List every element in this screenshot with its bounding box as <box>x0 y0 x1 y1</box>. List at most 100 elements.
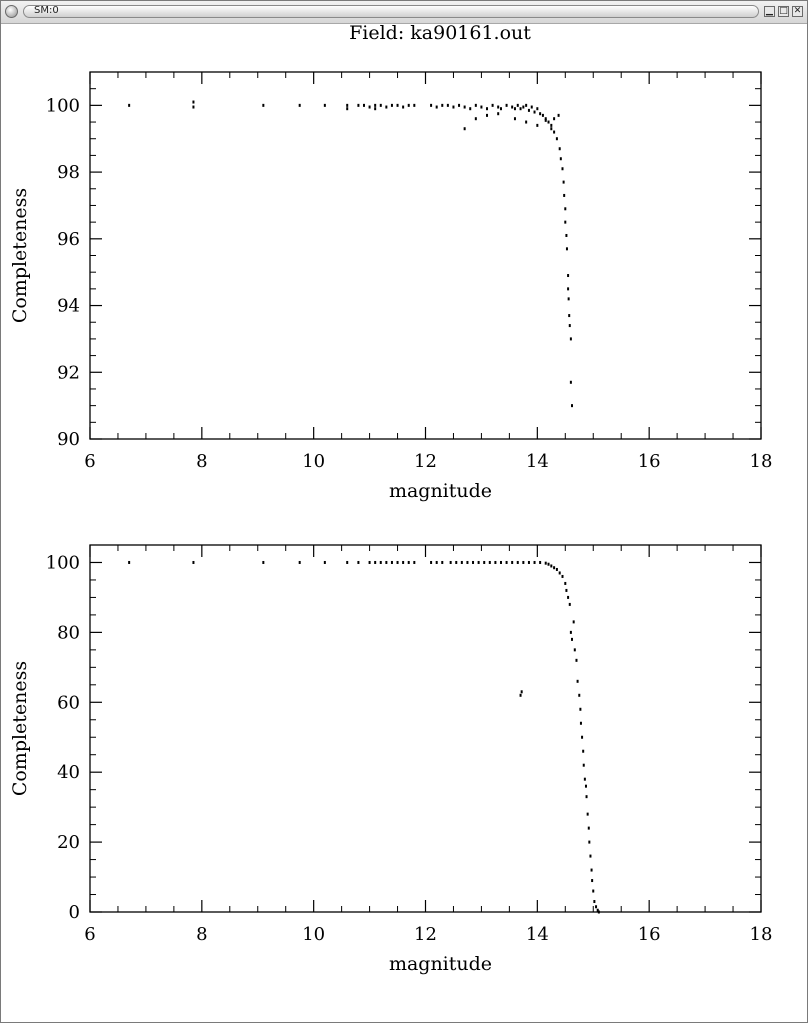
plot2-data-point <box>583 777 586 781</box>
plot1-data-point <box>192 105 195 109</box>
plot2-data-point <box>597 910 600 914</box>
plot1-data-point <box>563 193 566 197</box>
plot2-data-point <box>582 749 585 753</box>
close-button[interactable]: ✕ <box>792 6 803 17</box>
plot2-data-point <box>494 560 497 564</box>
plot1-x-tick-label: 6 <box>84 451 95 472</box>
plot2-data-point <box>519 693 522 697</box>
plot2-data-point <box>435 560 438 564</box>
minimize-button[interactable]: ▁ <box>764 6 775 17</box>
plot1-data-point <box>571 404 574 408</box>
plot1-data-point <box>368 105 371 109</box>
plot1-data-point <box>435 105 438 109</box>
plot2-data-point <box>593 900 596 904</box>
plot1-data-point <box>567 297 570 301</box>
plot1-data-point <box>569 337 572 341</box>
plot2-y-tick-label: 0 <box>69 902 80 923</box>
window-title-pill[interactable]: SM:0 <box>23 5 759 18</box>
plot2-x-tick-label: 16 <box>638 924 661 945</box>
plot2-data-point <box>586 812 589 816</box>
plot1-data-point <box>446 103 449 107</box>
plot2-data-point <box>592 889 595 893</box>
plot2-data-point <box>379 560 382 564</box>
plot2-data-point <box>595 905 598 909</box>
plot1-x-tick-label: 10 <box>302 451 325 472</box>
plot1-data-point <box>564 220 567 224</box>
plot2-x-tick-label: 18 <box>750 924 773 945</box>
plot2-data-point <box>402 560 405 564</box>
plot2-data-point <box>553 566 556 570</box>
plot1-data-point <box>346 103 349 107</box>
plot1-data-point <box>474 103 477 107</box>
plot1-data-point <box>547 120 550 124</box>
plot1-data-point <box>396 103 399 107</box>
plot1-data-point <box>553 130 556 134</box>
plot1-data-point <box>544 118 547 122</box>
plot2-data-point <box>505 560 508 564</box>
plot2-data-point <box>582 763 585 767</box>
plot1-data-point <box>357 103 360 107</box>
plot1-data-point <box>379 103 382 107</box>
title-bar[interactable]: SM:0 ▁ □ ✕ <box>1 1 807 24</box>
plot1-data-point <box>469 107 472 111</box>
plot1-data-point <box>497 105 500 109</box>
plot1-data-point <box>550 127 553 131</box>
plot2-data-point <box>579 721 582 725</box>
plot2-data-point <box>483 560 486 564</box>
plot2-data-point <box>346 560 349 564</box>
plot2-data-point <box>591 879 594 883</box>
plot2-data-point <box>472 560 475 564</box>
figure-title: Field: ka90161.out <box>349 22 531 44</box>
plot2-y-tick-label: 40 <box>57 762 80 783</box>
window-menu-icon[interactable] <box>5 5 18 18</box>
plot2-data-point <box>547 562 550 566</box>
plot1-data-point <box>385 105 388 109</box>
plot1-data-point <box>298 103 301 107</box>
plot1-data-point <box>555 137 558 141</box>
plot2-data-point <box>579 707 582 711</box>
plot1-data-point <box>374 103 377 107</box>
plot1-data-point <box>513 117 516 121</box>
plot1-data-point <box>505 103 508 107</box>
plot1-data-point <box>539 112 542 116</box>
plot1-data-point <box>513 107 516 111</box>
maximize-button[interactable]: □ <box>778 6 789 17</box>
plot2-data-point <box>460 560 463 564</box>
plot2-data-point <box>516 560 519 564</box>
plot2-data-point <box>466 560 469 564</box>
plot1-data-point <box>522 105 525 109</box>
plot1-data-point <box>486 107 489 111</box>
plot1-data-point <box>491 103 494 107</box>
plot1-x-tick-label: 14 <box>526 451 549 472</box>
plot2-x-tick-label: 6 <box>84 924 95 945</box>
plot1-data-point <box>262 103 265 107</box>
plot1-data-point <box>128 103 131 107</box>
plot1-data-point <box>362 103 365 107</box>
plot2-data-point <box>544 561 547 565</box>
plot2-x-tick-label: 10 <box>302 924 325 945</box>
plot2-data-point <box>520 690 523 694</box>
plot2-data-point <box>539 560 542 564</box>
plot1-data-point <box>527 108 530 112</box>
plot2-data-point <box>576 679 579 683</box>
plot1-data-point <box>541 113 544 117</box>
plot1-y-tick-label: 94 <box>57 296 80 317</box>
plot1-data-point <box>192 100 195 104</box>
plot1-data-point <box>323 103 326 107</box>
plot1-data-point <box>390 103 393 107</box>
plot1-data-point <box>346 107 349 111</box>
plot1-data-point <box>407 103 410 107</box>
plot1-data-point <box>374 107 377 111</box>
plot1-data-point <box>568 314 571 318</box>
plot2-data-point <box>413 560 416 564</box>
plot1-data-point <box>562 180 565 184</box>
plot2-data-point <box>449 560 452 564</box>
plot1-data-point <box>441 103 444 107</box>
plot2-data-point <box>385 560 388 564</box>
plot1-x-tick-label: 12 <box>414 451 437 472</box>
plot1-data-point <box>536 107 539 111</box>
plot2-x-tick-label: 12 <box>414 924 437 945</box>
plot2-data-point <box>499 560 502 564</box>
